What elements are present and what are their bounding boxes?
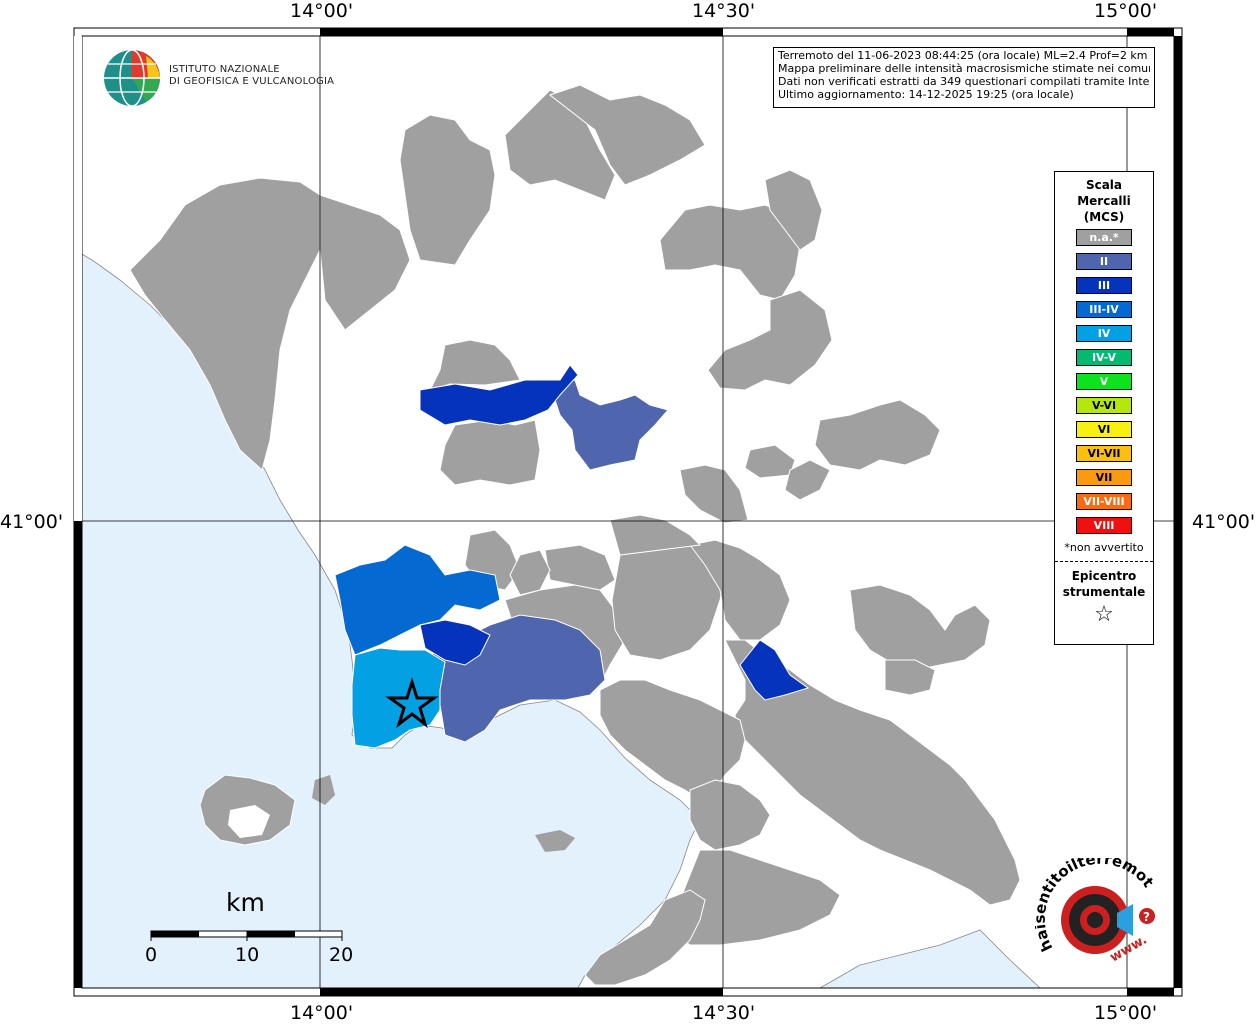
coord-bottom-14-30: 14°30'	[692, 1002, 756, 1024]
legend-item: IV-V	[1076, 349, 1132, 366]
legend-title-3: (MCS)	[1083, 210, 1125, 224]
institute-name: ISTITUTO NAZIONALE DI GEOFISICA E VULCAN…	[169, 64, 334, 88]
legend-title: Scala Mercalli (MCS)	[1055, 177, 1153, 225]
legend-item: V	[1076, 373, 1132, 390]
info-line2: Mappa preliminare delle intensità macros…	[778, 62, 1150, 75]
legend-item: V-VI	[1076, 397, 1132, 414]
mcs-legend: Scala Mercalli (MCS) n.a.* II III III-IV IV I…	[1054, 171, 1154, 645]
legend-note: *non avvertito	[1064, 541, 1144, 554]
coord-top-15-00: 15°00'	[1094, 0, 1158, 22]
legend-separator	[1055, 561, 1153, 562]
coord-top-14-30: 14°30'	[692, 0, 756, 22]
legend-item: II	[1076, 253, 1132, 270]
legend-item: VII	[1076, 469, 1132, 486]
coord-top-14-00: 14°00'	[290, 0, 354, 22]
area-III	[419, 364, 579, 426]
scale-label-20: 20	[329, 944, 354, 966]
legend-items: n.a.* II III III-IV IV IV-V V V-VI VI VI-VII VII VI…	[1055, 229, 1153, 534]
event-info-box: Terremoto del 11-06-2023 08:44:25 (ora l…	[773, 47, 1155, 108]
map-frame	[73, 27, 1183, 997]
coord-right-41-00: 41°00'	[1192, 511, 1256, 533]
legend-item: III-IV	[1076, 301, 1132, 318]
legend-title-2: Mercalli	[1077, 194, 1131, 208]
coord-bottom-15-00: 15°00'	[1094, 1002, 1158, 1024]
legend-item: VIII	[1076, 517, 1132, 534]
legend-item: VII-VIII	[1076, 493, 1132, 510]
info-line4: Ultimo aggiornamento: 14-12-2025 19:25 (…	[778, 88, 1074, 101]
scale-unit: km	[226, 888, 265, 917]
institute-line1: ISTITUTO NAZIONALE	[169, 64, 280, 75]
municipalities-na	[129, 84, 1021, 986]
scale-bar	[150, 930, 343, 941]
scale-label-10: 10	[235, 944, 260, 966]
ingv-logo-icon	[104, 49, 160, 107]
haisentito-badge-icon: ? haisentitoilterremoto.it www.	[1035, 858, 1157, 965]
legend-item: VI	[1076, 421, 1132, 438]
legend-epi-1: Epicentro	[1071, 569, 1137, 583]
legend-item: IV	[1076, 325, 1132, 342]
coord-bottom-14-00: 14°00'	[290, 1002, 354, 1024]
institute-line2: DI GEOFISICA E VULCANOLOGIA	[169, 76, 335, 87]
legend-item: VI-VII	[1076, 445, 1132, 462]
info-line3: Dati non verificati estratti da 349 ques…	[778, 75, 1150, 88]
epicenter-star-icon	[385, 676, 439, 729]
badge-question: ?	[1143, 910, 1150, 924]
legend-item: n.a.*	[1076, 229, 1132, 246]
legend-epi-2: strumentale	[1062, 585, 1146, 599]
info-line1: Terremoto del 11-06-2023 08:44:25 (ora l…	[778, 49, 1148, 62]
scale-label-0: 0	[145, 944, 158, 966]
legend-item: III	[1076, 277, 1132, 294]
legend-epicenter-label: Epicentro strumentale	[1055, 568, 1153, 600]
legend-star-icon: ☆	[1094, 602, 1114, 627]
legend-title-1: Scala	[1085, 178, 1123, 192]
coord-left-41-00: 41°00'	[0, 511, 64, 533]
